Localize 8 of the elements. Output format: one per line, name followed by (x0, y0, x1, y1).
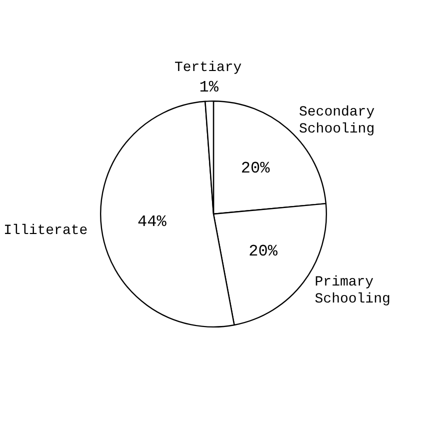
slice-label: Secondary Schooling (298, 104, 375, 138)
slice-label: Primary Schooling (314, 274, 390, 308)
slice-label: Illiterate (4, 223, 88, 240)
data-label: 1% (199, 78, 219, 96)
data-label: 20% (240, 159, 270, 178)
data-label: 44% (138, 213, 167, 232)
data-label: 20% (248, 242, 278, 261)
slice-label: Tertiary (174, 60, 242, 76)
